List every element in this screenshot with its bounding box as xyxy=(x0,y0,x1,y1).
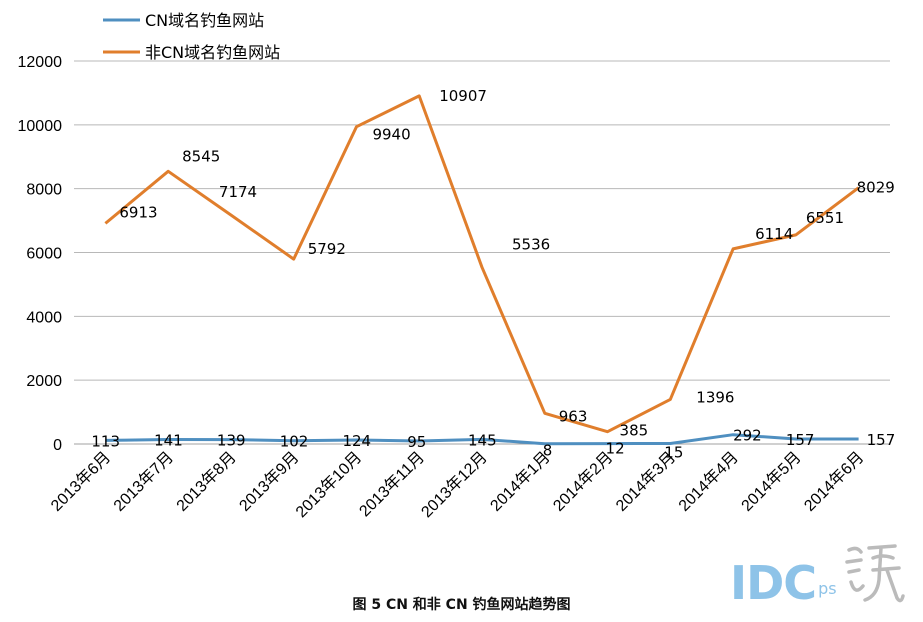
x-tick-label: 2014年6月 xyxy=(801,448,868,515)
data-label: 113 xyxy=(91,432,120,450)
data-label: 139 xyxy=(217,432,246,450)
series-line-2 xyxy=(104,94,860,434)
x-tick-label: 2013年12月 xyxy=(418,448,491,521)
y-tick-label: 2000 xyxy=(26,373,62,390)
data-label: 124 xyxy=(342,432,371,450)
y-tick-label: 10000 xyxy=(18,118,63,135)
y-tick-label: 6000 xyxy=(26,246,62,263)
x-tick-label: 2013年8月 xyxy=(173,448,240,515)
data-label: 5536 xyxy=(512,235,550,253)
watermark-logo-subtext: ps xyxy=(818,579,837,598)
x-tick-label: 2013年10月 xyxy=(292,448,365,521)
data-label: 157 xyxy=(867,431,896,449)
data-label: 9940 xyxy=(372,126,410,144)
series-lines xyxy=(104,94,860,446)
x-tick-label: 2013年11月 xyxy=(356,448,428,520)
watermark-logo-text: IDC xyxy=(730,556,817,610)
data-label: 6551 xyxy=(806,209,844,227)
x-axis-ticks: 2013年6月2013年7月2013年8月2013年9月2013年10月2013… xyxy=(47,448,867,521)
data-label: 385 xyxy=(620,422,649,440)
data-label: 8 xyxy=(543,442,553,460)
data-label: 5792 xyxy=(308,240,346,258)
legend-label: 非CN域名钓鱼网站 xyxy=(145,43,280,62)
data-label: 15 xyxy=(664,444,683,462)
data-label: 963 xyxy=(559,407,588,425)
data-label: 1396 xyxy=(696,388,734,406)
data-label: 102 xyxy=(280,433,309,451)
data-label: 145 xyxy=(468,431,497,449)
data-label: 8545 xyxy=(182,147,220,165)
idcps-watermark: IDC ps xyxy=(730,540,905,606)
data-labels: 113 141 139 102 124 95 145 8 12 15 292 157 157 6913 85… xyxy=(91,87,895,462)
series-line-1 xyxy=(105,433,859,446)
x-tick-label: 2014年2月 xyxy=(550,448,617,515)
data-label: 12 xyxy=(606,440,625,458)
data-label: 95 xyxy=(407,433,426,451)
gridlines xyxy=(74,60,890,445)
data-label: 7174 xyxy=(219,183,257,201)
y-tick-label: 12000 xyxy=(18,54,63,71)
data-label: 141 xyxy=(154,431,183,449)
data-label: 6114 xyxy=(755,225,793,243)
x-tick-label: 2013年7月 xyxy=(110,448,177,515)
data-label: 157 xyxy=(786,431,815,449)
data-label: 10907 xyxy=(439,87,487,105)
y-tick-label: 0 xyxy=(53,437,62,454)
x-tick-label: 2014年5月 xyxy=(738,448,805,515)
data-label: 292 xyxy=(733,427,762,445)
calligraphy-logo xyxy=(844,544,905,603)
legend-label: CN域名钓鱼网站 xyxy=(145,11,264,30)
data-label: 8029 xyxy=(857,179,895,197)
y-tick-label: 8000 xyxy=(26,182,62,199)
figure-caption: 图 5 CN 和非 CN 钓鱼网站趋势图 xyxy=(352,597,571,613)
x-tick-label: 2013年9月 xyxy=(236,448,303,515)
y-axis-ticks: 0 2000 4000 6000 8000 10000 12000 xyxy=(18,54,63,454)
y-tick-label: 4000 xyxy=(26,309,62,326)
x-tick-label: 2014年4月 xyxy=(675,448,742,515)
x-tick-label: 2013年6月 xyxy=(47,448,114,515)
data-label: 6913 xyxy=(119,203,157,221)
